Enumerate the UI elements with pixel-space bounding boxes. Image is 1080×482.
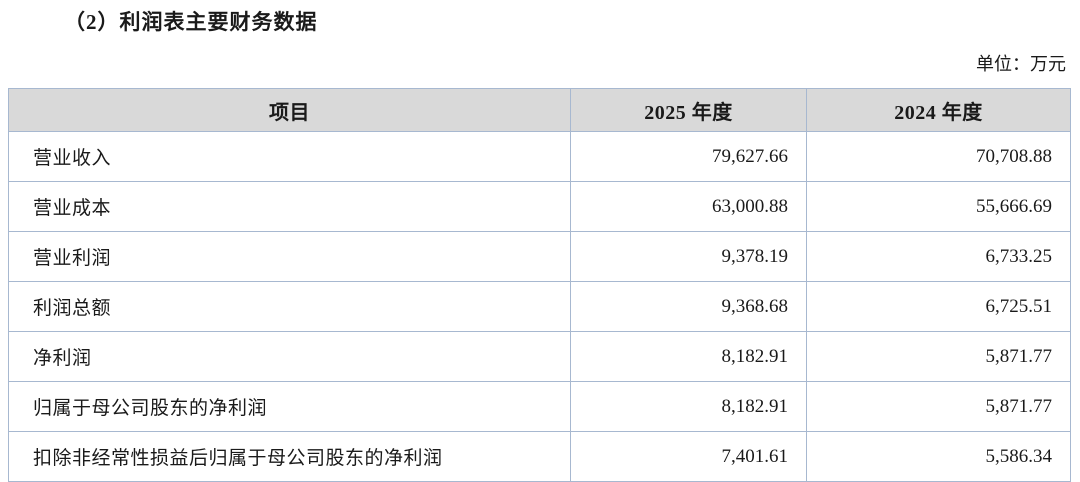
value-2024: 5,871.77: [806, 381, 1071, 432]
value-2025: 79,627.66: [570, 131, 807, 182]
value-2025: 9,378.19: [570, 231, 807, 282]
value-2024: 6,725.51: [806, 281, 1071, 332]
value-2024: 6,733.25: [806, 231, 1071, 282]
value-2025: 8,182.91: [570, 381, 807, 432]
column-header-item: 项目: [8, 88, 571, 132]
row-label: 营业成本: [8, 181, 571, 232]
unit-label: 单位：万元: [976, 54, 1066, 74]
table-row: 归属于母公司股东的净利润 8,182.91 5,871.77: [8, 381, 1071, 432]
row-label: 净利润: [8, 331, 571, 382]
value-2024: 5,586.34: [806, 431, 1071, 482]
value-2025: 9,368.68: [570, 281, 807, 332]
value-2025: 7,401.61: [570, 431, 807, 482]
row-label: 归属于母公司股东的净利润: [8, 381, 571, 432]
row-label: 营业收入: [8, 131, 571, 182]
row-label: 营业利润: [8, 231, 571, 282]
table-row: 净利润 8,182.91 5,871.77: [8, 331, 1071, 382]
value-2024: 5,871.77: [806, 331, 1071, 382]
profit-statement-table: 项目 2025 年度 2024 年度 营业收入 79,627.66 70,708…: [8, 88, 1071, 482]
section-title: （2）利润表主要财务数据: [64, 10, 318, 34]
table-row: 营业利润 9,378.19 6,733.25: [8, 231, 1071, 282]
table-header-row: 项目 2025 年度 2024 年度: [8, 88, 1071, 132]
table-row: 利润总额 9,368.68 6,725.51: [8, 281, 1071, 332]
value-2025: 63,000.88: [570, 181, 807, 232]
row-label: 扣除非经常性损益后归属于母公司股东的净利润: [8, 431, 571, 482]
row-label: 利润总额: [8, 281, 571, 332]
value-2025: 8,182.91: [570, 331, 807, 382]
table-row: 扣除非经常性损益后归属于母公司股东的净利润 7,401.61 5,586.34: [8, 431, 1071, 482]
column-header-2024: 2024 年度: [806, 88, 1071, 132]
table-row: 营业成本 63,000.88 55,666.69: [8, 181, 1071, 232]
value-2024: 55,666.69: [806, 181, 1071, 232]
value-2024: 70,708.88: [806, 131, 1071, 182]
column-header-2025: 2025 年度: [570, 88, 807, 132]
table-row: 营业收入 79,627.66 70,708.88: [8, 131, 1071, 182]
